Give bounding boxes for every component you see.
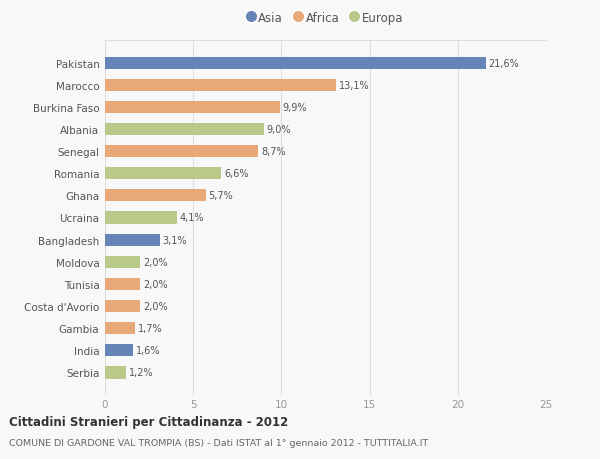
Bar bbox=[105, 322, 135, 335]
Bar bbox=[105, 168, 221, 180]
Text: 2,0%: 2,0% bbox=[143, 279, 167, 289]
Text: 6,6%: 6,6% bbox=[224, 169, 248, 179]
Bar bbox=[105, 367, 126, 379]
Text: 5,7%: 5,7% bbox=[208, 191, 233, 201]
Bar bbox=[105, 123, 264, 136]
Text: 21,6%: 21,6% bbox=[488, 58, 520, 68]
Bar bbox=[105, 256, 140, 268]
Text: 2,0%: 2,0% bbox=[143, 302, 167, 311]
Text: 3,1%: 3,1% bbox=[163, 235, 187, 245]
Bar bbox=[105, 278, 140, 291]
Bar bbox=[105, 79, 336, 92]
Bar bbox=[105, 234, 160, 246]
Text: 13,1%: 13,1% bbox=[339, 80, 370, 90]
Text: 9,0%: 9,0% bbox=[266, 125, 291, 134]
Legend: Asia, Africa, Europa: Asia, Africa, Europa bbox=[244, 8, 407, 28]
Text: 8,7%: 8,7% bbox=[261, 147, 286, 157]
Bar bbox=[105, 190, 206, 202]
Text: 9,9%: 9,9% bbox=[282, 103, 307, 112]
Bar bbox=[105, 212, 178, 224]
Bar bbox=[105, 344, 133, 357]
Bar bbox=[105, 101, 280, 114]
Text: 1,7%: 1,7% bbox=[137, 324, 162, 333]
Bar bbox=[105, 57, 486, 69]
Bar bbox=[105, 146, 259, 158]
Text: Cittadini Stranieri per Cittadinanza - 2012: Cittadini Stranieri per Cittadinanza - 2… bbox=[9, 415, 288, 428]
Bar bbox=[105, 300, 140, 313]
Text: 2,0%: 2,0% bbox=[143, 257, 167, 267]
Text: 4,1%: 4,1% bbox=[180, 213, 205, 223]
Text: COMUNE DI GARDONE VAL TROMPIA (BS) - Dati ISTAT al 1° gennaio 2012 - TUTTITALIA.: COMUNE DI GARDONE VAL TROMPIA (BS) - Dat… bbox=[9, 438, 428, 448]
Text: 1,6%: 1,6% bbox=[136, 346, 160, 356]
Text: 1,2%: 1,2% bbox=[129, 368, 154, 378]
